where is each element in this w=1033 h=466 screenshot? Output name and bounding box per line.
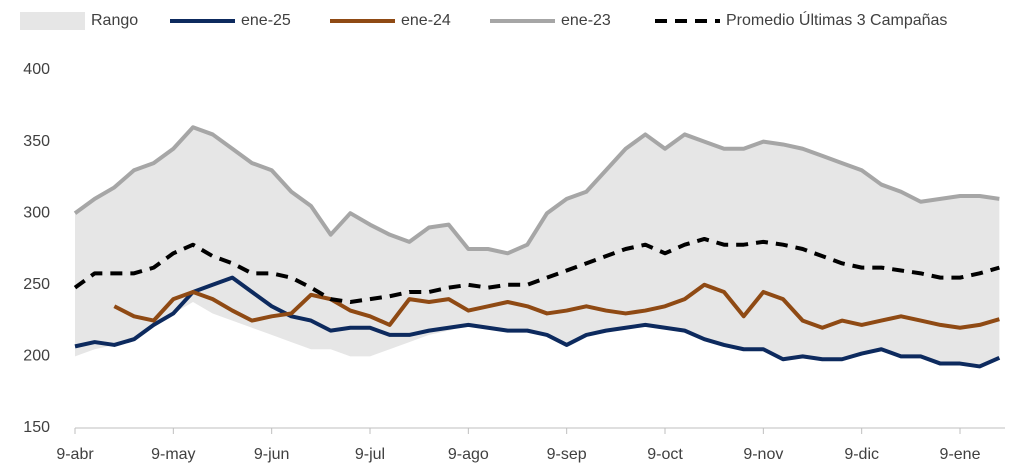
x-tick-label: 9-ago	[448, 446, 489, 463]
range-area	[75, 127, 1000, 367]
series-line	[73, 125, 1000, 256]
y-tick-label: 300	[23, 204, 50, 221]
legend-label: ene-23	[561, 12, 611, 29]
x-tick-label: 9-sep	[547, 446, 587, 463]
series-line	[73, 236, 1000, 304]
x-tick-label: 9-ene	[940, 446, 981, 463]
x-tick-label: 9-jun	[254, 446, 290, 463]
x-tick-label: 9-may	[151, 446, 195, 463]
legend-label: ene-24	[401, 12, 451, 29]
legend-swatch	[20, 12, 85, 30]
x-tick-label: 9-oct	[647, 446, 683, 463]
x-tick-label: 9-dic	[844, 446, 879, 463]
legend-label: Rango	[91, 12, 138, 29]
y-tick-label: 200	[23, 348, 50, 365]
legend-label: Promedio Últimas 3 Campañas	[726, 10, 947, 29]
y-tick-label: 150	[23, 419, 50, 436]
x-tick-label: 9-jul	[355, 446, 385, 463]
x-tick-label: 9-nov	[743, 446, 783, 463]
legend-label: ene-25	[241, 12, 291, 29]
x-tick-label: 9-abr	[56, 446, 94, 463]
y-tick-label: 350	[23, 133, 50, 150]
y-tick-label: 400	[23, 61, 50, 78]
y-tick-label: 250	[23, 276, 50, 293]
series-line	[74, 275, 1001, 369]
series-line	[113, 282, 1000, 330]
